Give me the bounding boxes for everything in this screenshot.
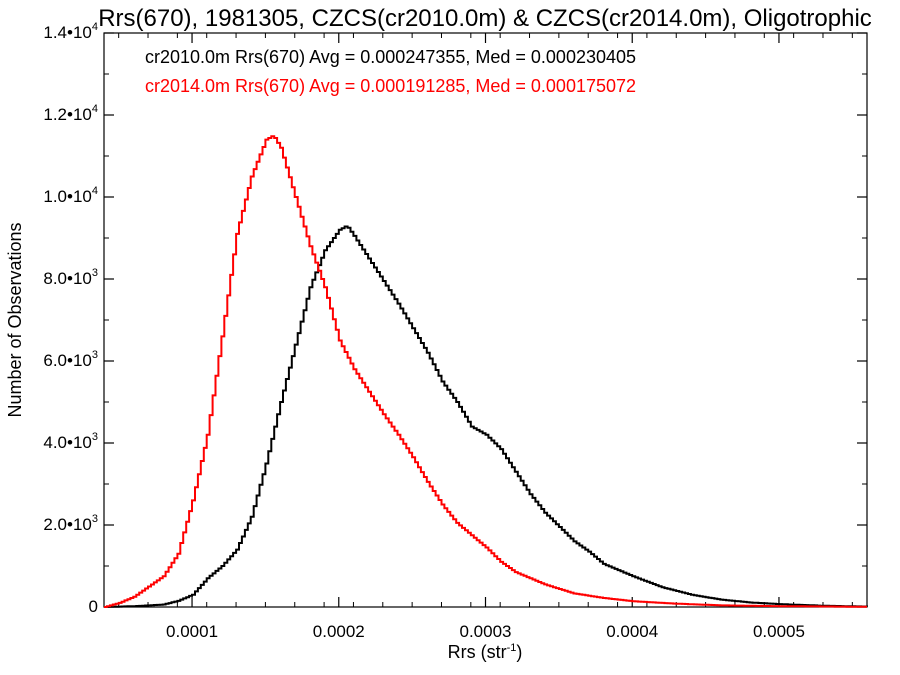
y-tick-label-base: 0	[89, 597, 98, 616]
y-tick-label-exponent: 3	[92, 267, 98, 279]
x-tick-label: 0.0001	[166, 622, 218, 641]
x-axis: 0.0001 0.0002 0.0003 0.0004 0.0005	[118, 33, 853, 641]
y-tick-label: 2.0•103	[43, 513, 98, 534]
y-tick-label-exponent: 3	[92, 431, 98, 443]
legend-entry-cr2014: cr2014.0m Rrs(670) Avg = 0.000191285, Me…	[145, 76, 636, 96]
x-tick-label: 0.0002	[313, 622, 365, 641]
x-tick-label: 0.0004	[606, 622, 658, 641]
series-line-cr2010.0m	[104, 225, 868, 608]
y-tick-label-exponent: 4	[92, 103, 98, 115]
y-tick-label-exponent: 4	[92, 185, 98, 197]
y-axis-label: Number of Observations	[5, 222, 25, 417]
y-tick-label-base: 1.0•10	[43, 187, 92, 206]
y-tick-label-exponent: 4	[92, 21, 98, 33]
y-tick-label-base: 1.4•10	[43, 23, 92, 42]
y-tick-label: 1.4•104	[43, 21, 98, 42]
y-tick-label: 1.2•104	[43, 103, 98, 124]
y-tick-label-base: 6.0•10	[43, 351, 92, 370]
y-tick-label-exponent: 3	[92, 513, 98, 525]
y-tick-label: 8.0•103	[43, 267, 98, 288]
legend-entry-cr2010: cr2010.0m Rrs(670) Avg = 0.000247355, Me…	[145, 47, 636, 67]
y-tick-label-base: 2.0•10	[43, 515, 92, 534]
x-tick-label: 0.0005	[753, 622, 805, 641]
y-tick-label-base: 4.0•10	[43, 433, 92, 452]
y-tick-label-exponent: 3	[92, 349, 98, 361]
y-axis: 02.0•1034.0•1036.0•1038.0•1031.0•1041.2•…	[43, 21, 867, 616]
chart-title: Rrs(670), 1981305, CZCS(cr2010.0m) & CZC…	[98, 5, 872, 32]
x-axis-label: Rrs (str-1)	[448, 642, 523, 662]
plot-border	[103, 32, 868, 608]
y-tick-label: 0	[89, 597, 98, 616]
plot-frame	[103, 32, 868, 608]
y-tick-label-base: 8.0•10	[43, 269, 92, 288]
series-line-cr2014.0m	[104, 135, 867, 608]
y-tick-label: 6.0•103	[43, 349, 98, 370]
x-axis-label-sup: -1	[507, 642, 517, 654]
y-tick-label: 4.0•103	[43, 431, 98, 452]
x-axis-label-close: )	[516, 642, 522, 662]
y-tick-label: 1.0•104	[43, 185, 98, 206]
x-axis-label-text: Rrs (str	[448, 642, 507, 662]
series-layer	[104, 135, 868, 608]
x-tick-label: 0.0003	[460, 622, 512, 641]
y-tick-label-base: 1.2•10	[43, 105, 92, 124]
